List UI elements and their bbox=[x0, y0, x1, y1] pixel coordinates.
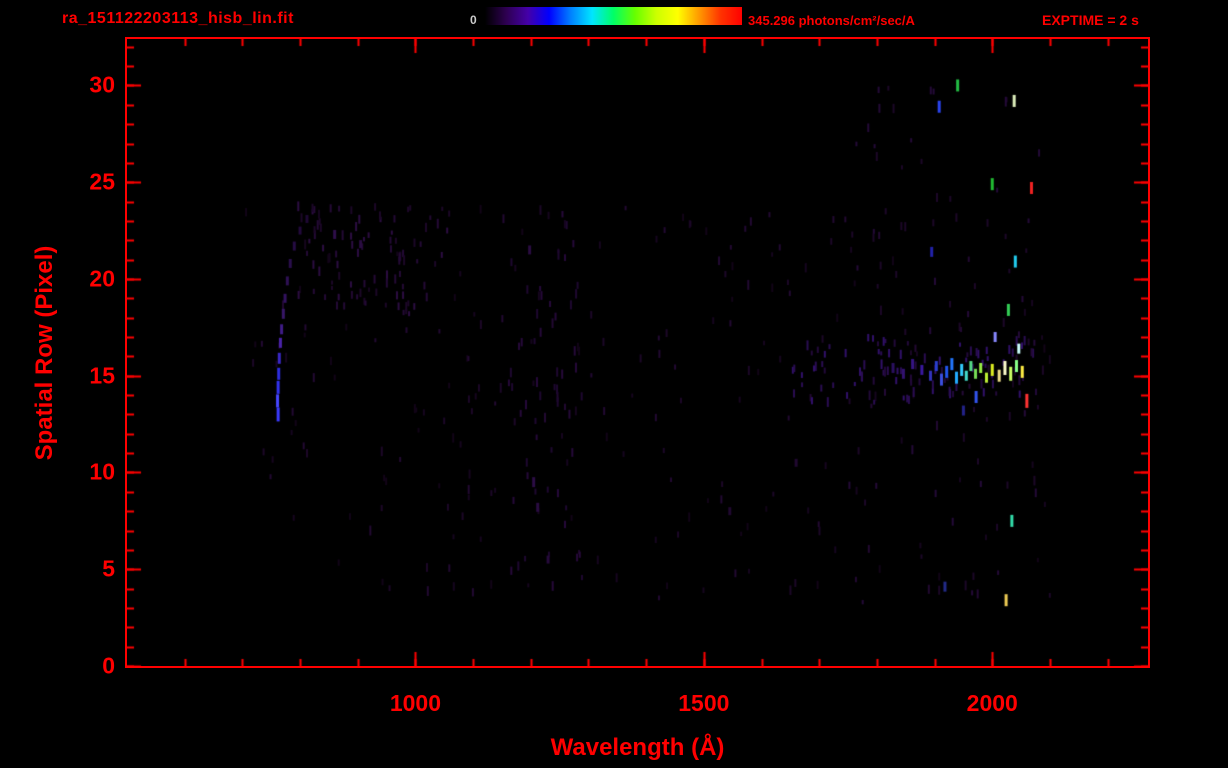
plot-frame bbox=[125, 37, 1150, 668]
exptime-label: EXPTIME = 2 s bbox=[1042, 12, 1139, 28]
y-tick-label: 30 bbox=[89, 71, 115, 98]
y-tick-label: 15 bbox=[89, 362, 115, 389]
x-axis-title: Wavelength (Å) bbox=[550, 734, 725, 761]
spectrogram-canvas bbox=[127, 39, 1148, 666]
y-axis-title: Spatial Row (Pixel) bbox=[31, 245, 58, 461]
y-tick-label: 20 bbox=[89, 265, 115, 292]
x-tick-label: 1000 bbox=[389, 690, 441, 716]
filename-label: ra_151122203113_hisb_lin.fit bbox=[62, 10, 294, 27]
y-tick-label: 5 bbox=[102, 555, 115, 582]
colorbar-gradient bbox=[485, 7, 742, 25]
colorbar-max-label: 345.296 photons/cm²/sec/A bbox=[748, 13, 915, 28]
y-tick-label: 25 bbox=[89, 168, 115, 195]
y-tick-label: 0 bbox=[102, 652, 115, 679]
y-tick-label: 10 bbox=[89, 458, 115, 485]
colorbar-min-label: 0 bbox=[470, 13, 477, 27]
x-tick-label: 1500 bbox=[678, 690, 730, 716]
x-tick-label: 2000 bbox=[966, 690, 1018, 716]
